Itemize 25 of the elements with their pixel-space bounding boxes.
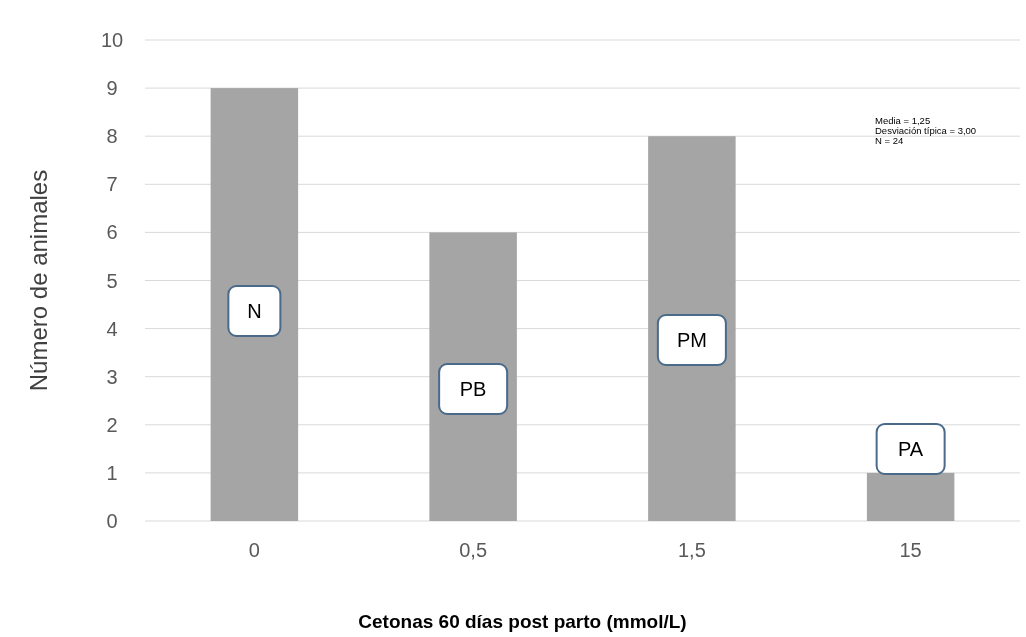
y-tick-label: 1 [106,461,118,484]
annotation: Media = 1,25 [875,115,931,126]
annotation: PA [898,438,924,460]
y-tick-label: 0 [106,510,118,532]
y-tick-label: 8 [106,125,118,148]
x-axis-title: Cetonas 60 días post parto (mmol/L) [358,611,687,632]
annotation: N = 24 [875,135,904,146]
bar [210,88,299,521]
y-tick-label: 3 [106,365,118,388]
x-tick-label: 1,5 [677,539,706,561]
annotation: PM [676,329,707,351]
y-tick-label: 2 [106,413,118,436]
y-tick-label: 5 [106,269,118,292]
x-tick-label: 0,5 [459,539,488,561]
y-tick-label: 7 [106,173,118,196]
y-tick-label: 10 [100,29,124,51]
y-tick-label: 6 [106,221,118,244]
x-tick-label: 15 [899,539,922,561]
x-tick-label: 0 [248,539,260,561]
annotation: PB [459,378,487,400]
y-tick-label: 9 [106,77,118,100]
annotation: Desviación típica = 3,00 [875,125,977,136]
y-tick-label: 4 [106,317,118,340]
annotation: N [247,300,262,322]
y-axis-title: Número de animales [25,169,52,392]
